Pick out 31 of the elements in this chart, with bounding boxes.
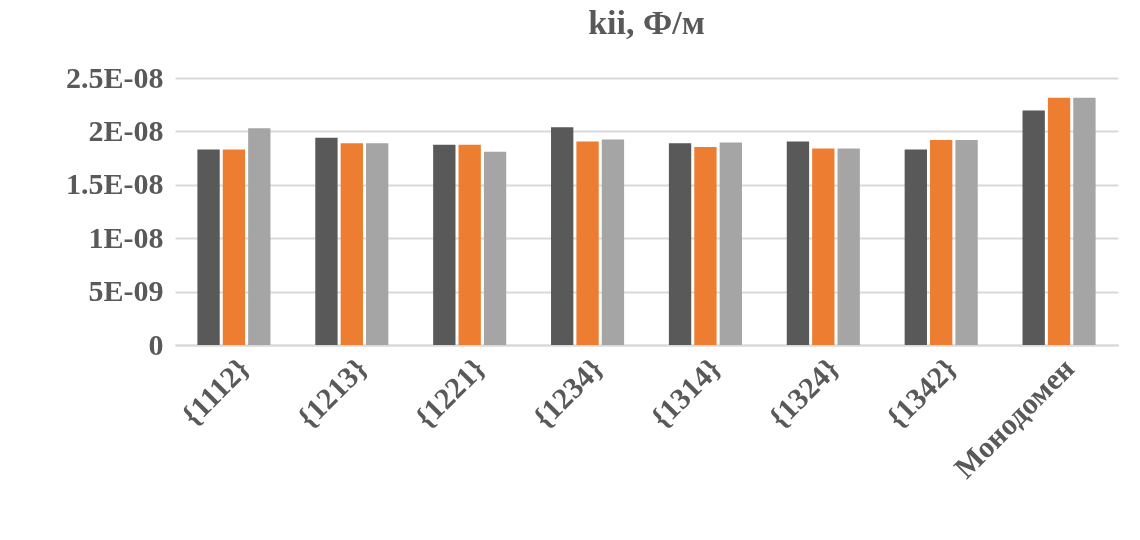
bar <box>248 128 271 345</box>
bar <box>668 143 692 345</box>
bar <box>1073 97 1096 345</box>
bar <box>340 143 363 345</box>
bar <box>458 144 481 345</box>
bar <box>601 139 625 345</box>
bar <box>812 148 835 345</box>
bar <box>930 139 953 345</box>
bar <box>433 144 456 345</box>
bar <box>197 149 220 345</box>
bar <box>315 137 338 345</box>
bar <box>222 149 246 345</box>
bar <box>576 141 599 345</box>
bar <box>551 127 574 345</box>
chart-title: kii, Ф/м <box>588 4 705 41</box>
bar <box>786 141 810 345</box>
bar <box>1047 97 1071 345</box>
bar <box>694 146 717 345</box>
bar <box>483 151 507 345</box>
y-tick-label: 1.5E-08 <box>66 167 164 201</box>
y-tick-label: 0 <box>148 327 164 361</box>
bar <box>837 148 860 345</box>
bar <box>719 142 742 345</box>
y-tick-label: 5E-09 <box>88 274 164 308</box>
y-tick-label: 2.5E-08 <box>66 60 164 94</box>
y-tick-label: 2E-08 <box>88 113 164 147</box>
bar <box>904 149 927 345</box>
y-tick-label: 1E-08 <box>88 220 164 254</box>
bar <box>366 143 389 345</box>
bar <box>1022 110 1045 345</box>
bar <box>955 139 978 345</box>
